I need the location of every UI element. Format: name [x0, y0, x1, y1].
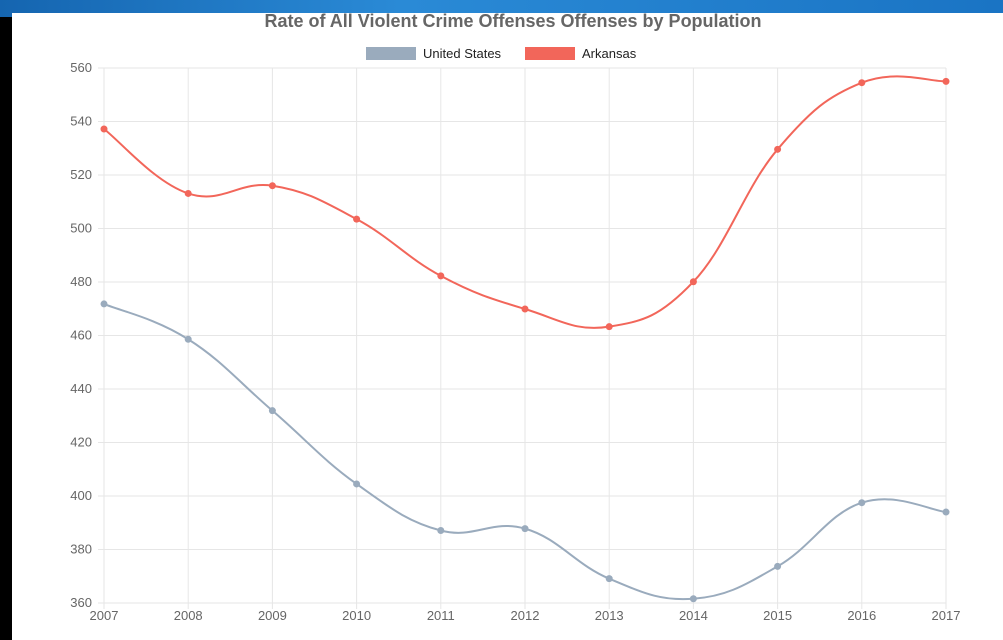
- data-point[interactable]: [942, 77, 950, 85]
- y-tick-label: 360: [70, 595, 92, 610]
- data-point[interactable]: [353, 480, 361, 488]
- y-tick-label: 520: [70, 167, 92, 182]
- legend: United States Arkansas: [366, 46, 637, 61]
- y-tick-label: 400: [70, 488, 92, 503]
- y-axis: 360 380 400 420 440 460 480 500 520 540 560: [70, 60, 92, 610]
- y-tick-label: 380: [70, 542, 92, 557]
- legend-item[interactable]: United States: [366, 46, 502, 61]
- data-point[interactable]: [774, 562, 782, 570]
- y-tick-label: 420: [70, 435, 92, 450]
- y-tick-label: 560: [70, 60, 92, 75]
- data-point[interactable]: [437, 272, 445, 280]
- data-point[interactable]: [605, 323, 613, 331]
- series-layer: [100, 75, 950, 603]
- x-tick-label: 2009: [258, 608, 287, 623]
- x-axis: 2007 2008 2009 2010 2011 2012 2013 2014 2015 2016…: [90, 608, 961, 623]
- x-tick-label: 2012: [511, 608, 540, 623]
- data-point[interactable]: [942, 508, 950, 516]
- series-line: [103, 75, 947, 329]
- y-tick-label: 480: [70, 274, 92, 289]
- x-tick-label: 2017: [932, 608, 961, 623]
- x-tick-label: 2007: [90, 608, 119, 623]
- data-point[interactable]: [521, 525, 529, 533]
- y-tick-label: 440: [70, 381, 92, 396]
- legend-label: Arkansas: [582, 46, 637, 61]
- data-point[interactable]: [268, 407, 276, 415]
- data-point[interactable]: [353, 215, 361, 223]
- data-point[interactable]: [605, 575, 613, 583]
- series-arkansas: [100, 75, 950, 331]
- header-band: [0, 0, 1003, 17]
- y-tick-label: 500: [70, 221, 92, 236]
- legend-swatch: [525, 47, 575, 60]
- legend-label: United States: [423, 46, 502, 61]
- data-point[interactable]: [774, 145, 782, 153]
- x-tick-label: 2008: [174, 608, 203, 623]
- data-point[interactable]: [184, 189, 192, 197]
- data-point[interactable]: [268, 182, 276, 190]
- chart-title: Rate of All Violent Crime Offenses Offen…: [264, 11, 761, 31]
- y-tick-label: 460: [70, 328, 92, 343]
- y-tick-label: 540: [70, 114, 92, 129]
- x-tick-label: 2010: [342, 608, 371, 623]
- x-tick-label: 2016: [847, 608, 876, 623]
- legend-swatch: [366, 47, 416, 60]
- data-point[interactable]: [521, 305, 529, 313]
- data-point[interactable]: [184, 335, 192, 343]
- x-tick-label: 2011: [427, 608, 455, 623]
- x-tick-label: 2014: [679, 608, 708, 623]
- x-tick-label: 2015: [763, 608, 792, 623]
- data-point[interactable]: [689, 595, 697, 603]
- data-point[interactable]: [100, 125, 108, 133]
- data-point[interactable]: [100, 300, 108, 308]
- x-tick-label: 2013: [595, 608, 624, 623]
- data-point[interactable]: [689, 278, 697, 286]
- grid: [98, 67, 947, 609]
- data-point[interactable]: [437, 527, 445, 535]
- legend-item[interactable]: Arkansas: [525, 46, 637, 61]
- chart-panel: [12, 13, 1003, 640]
- data-point[interactable]: [858, 499, 866, 507]
- data-point[interactable]: [858, 79, 866, 87]
- series-united-states: [100, 300, 950, 603]
